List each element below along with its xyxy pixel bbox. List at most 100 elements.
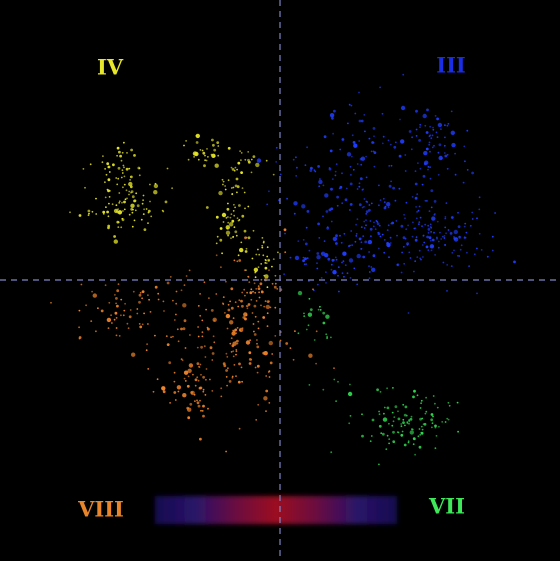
data-point: [131, 195, 135, 199]
data-point: [143, 312, 146, 315]
data-point: [410, 415, 413, 418]
data-point: [331, 116, 334, 120]
data-point: [434, 424, 437, 428]
data-point: [289, 347, 292, 349]
data-point: [173, 391, 177, 394]
data-point: [456, 401, 459, 404]
data-point: [419, 407, 422, 409]
data-point: [230, 351, 233, 353]
data-point: [104, 168, 106, 170]
data-point: [365, 210, 369, 214]
data-point: [491, 249, 494, 252]
data-point: [187, 416, 191, 420]
data-point: [207, 156, 209, 158]
data-point: [205, 308, 208, 311]
data-point: [211, 153, 216, 158]
data-point: [336, 195, 339, 199]
data-point: [141, 202, 144, 205]
data-point: [213, 319, 216, 322]
data-point: [289, 256, 292, 259]
data-point: [173, 319, 176, 321]
data-point: [111, 322, 113, 324]
data-point: [312, 288, 314, 291]
data-point: [118, 150, 121, 154]
data-point: [236, 191, 238, 194]
data-point: [301, 204, 306, 209]
data-point: [348, 103, 351, 106]
data-point: [351, 134, 354, 137]
data-point: [244, 207, 246, 210]
data-point: [385, 448, 388, 451]
data-point: [220, 266, 222, 269]
data-point: [122, 164, 125, 167]
data-point: [129, 179, 132, 181]
data-point: [149, 183, 151, 186]
data-point: [410, 148, 413, 151]
data-point: [128, 167, 131, 170]
data-point: [132, 208, 134, 211]
data-point: [388, 438, 391, 440]
data-point: [164, 200, 168, 204]
data-point: [225, 376, 228, 378]
data-point: [272, 173, 275, 176]
data-point: [224, 312, 226, 314]
data-point: [221, 212, 227, 218]
data-point: [244, 158, 247, 161]
data-point: [376, 388, 379, 392]
data-point: [209, 378, 211, 381]
data-point: [141, 323, 144, 326]
data-point: [427, 228, 431, 231]
data-point: [378, 184, 380, 187]
data-point: [174, 399, 177, 401]
data-point: [337, 266, 340, 269]
data-point: [423, 241, 426, 244]
data-point: [356, 218, 359, 221]
data-point: [185, 275, 188, 277]
data-point: [404, 154, 407, 156]
series-3: [297, 290, 459, 466]
data-point: [246, 307, 249, 310]
data-point: [90, 320, 93, 322]
data-point: [441, 235, 444, 238]
data-point: [234, 301, 237, 304]
data-point: [222, 296, 225, 298]
data-point: [108, 171, 111, 173]
data-point: [139, 325, 143, 329]
data-point: [197, 379, 200, 382]
band-rect: [155, 496, 397, 524]
data-point: [203, 281, 206, 284]
data-point: [306, 210, 310, 213]
data-point: [419, 417, 422, 421]
data-point: [407, 441, 410, 444]
data-point: [195, 141, 199, 144]
data-point: [421, 432, 424, 434]
data-point: [268, 300, 270, 303]
data-point: [204, 154, 206, 157]
data-point: [136, 308, 139, 310]
data-point: [391, 424, 394, 427]
data-point: [248, 351, 252, 355]
data-point: [335, 234, 338, 238]
data-point: [120, 176, 123, 179]
data-point: [266, 286, 269, 289]
data-point: [431, 134, 434, 137]
data-point: [225, 230, 231, 235]
data-point: [392, 440, 396, 443]
data-point: [341, 138, 345, 141]
data-point: [371, 418, 375, 422]
data-point: [142, 194, 145, 197]
data-point: [494, 212, 496, 214]
data-point: [215, 254, 218, 257]
data-point: [344, 198, 348, 202]
data-point: [271, 265, 273, 268]
data-point: [426, 200, 428, 202]
data-point: [295, 156, 297, 159]
data-point: [234, 184, 238, 188]
data-point: [386, 387, 388, 390]
data-point: [128, 181, 133, 187]
data-point: [402, 418, 405, 421]
data-point: [359, 157, 363, 161]
data-point: [332, 270, 337, 275]
data-point: [250, 158, 253, 161]
